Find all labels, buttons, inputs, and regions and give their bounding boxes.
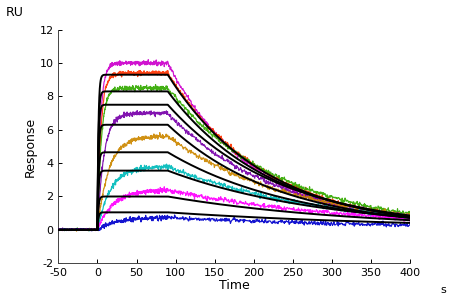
Y-axis label: Response: Response <box>23 116 37 176</box>
Text: s: s <box>440 285 446 296</box>
Text: RU: RU <box>5 5 23 19</box>
X-axis label: Time: Time <box>218 279 249 293</box>
